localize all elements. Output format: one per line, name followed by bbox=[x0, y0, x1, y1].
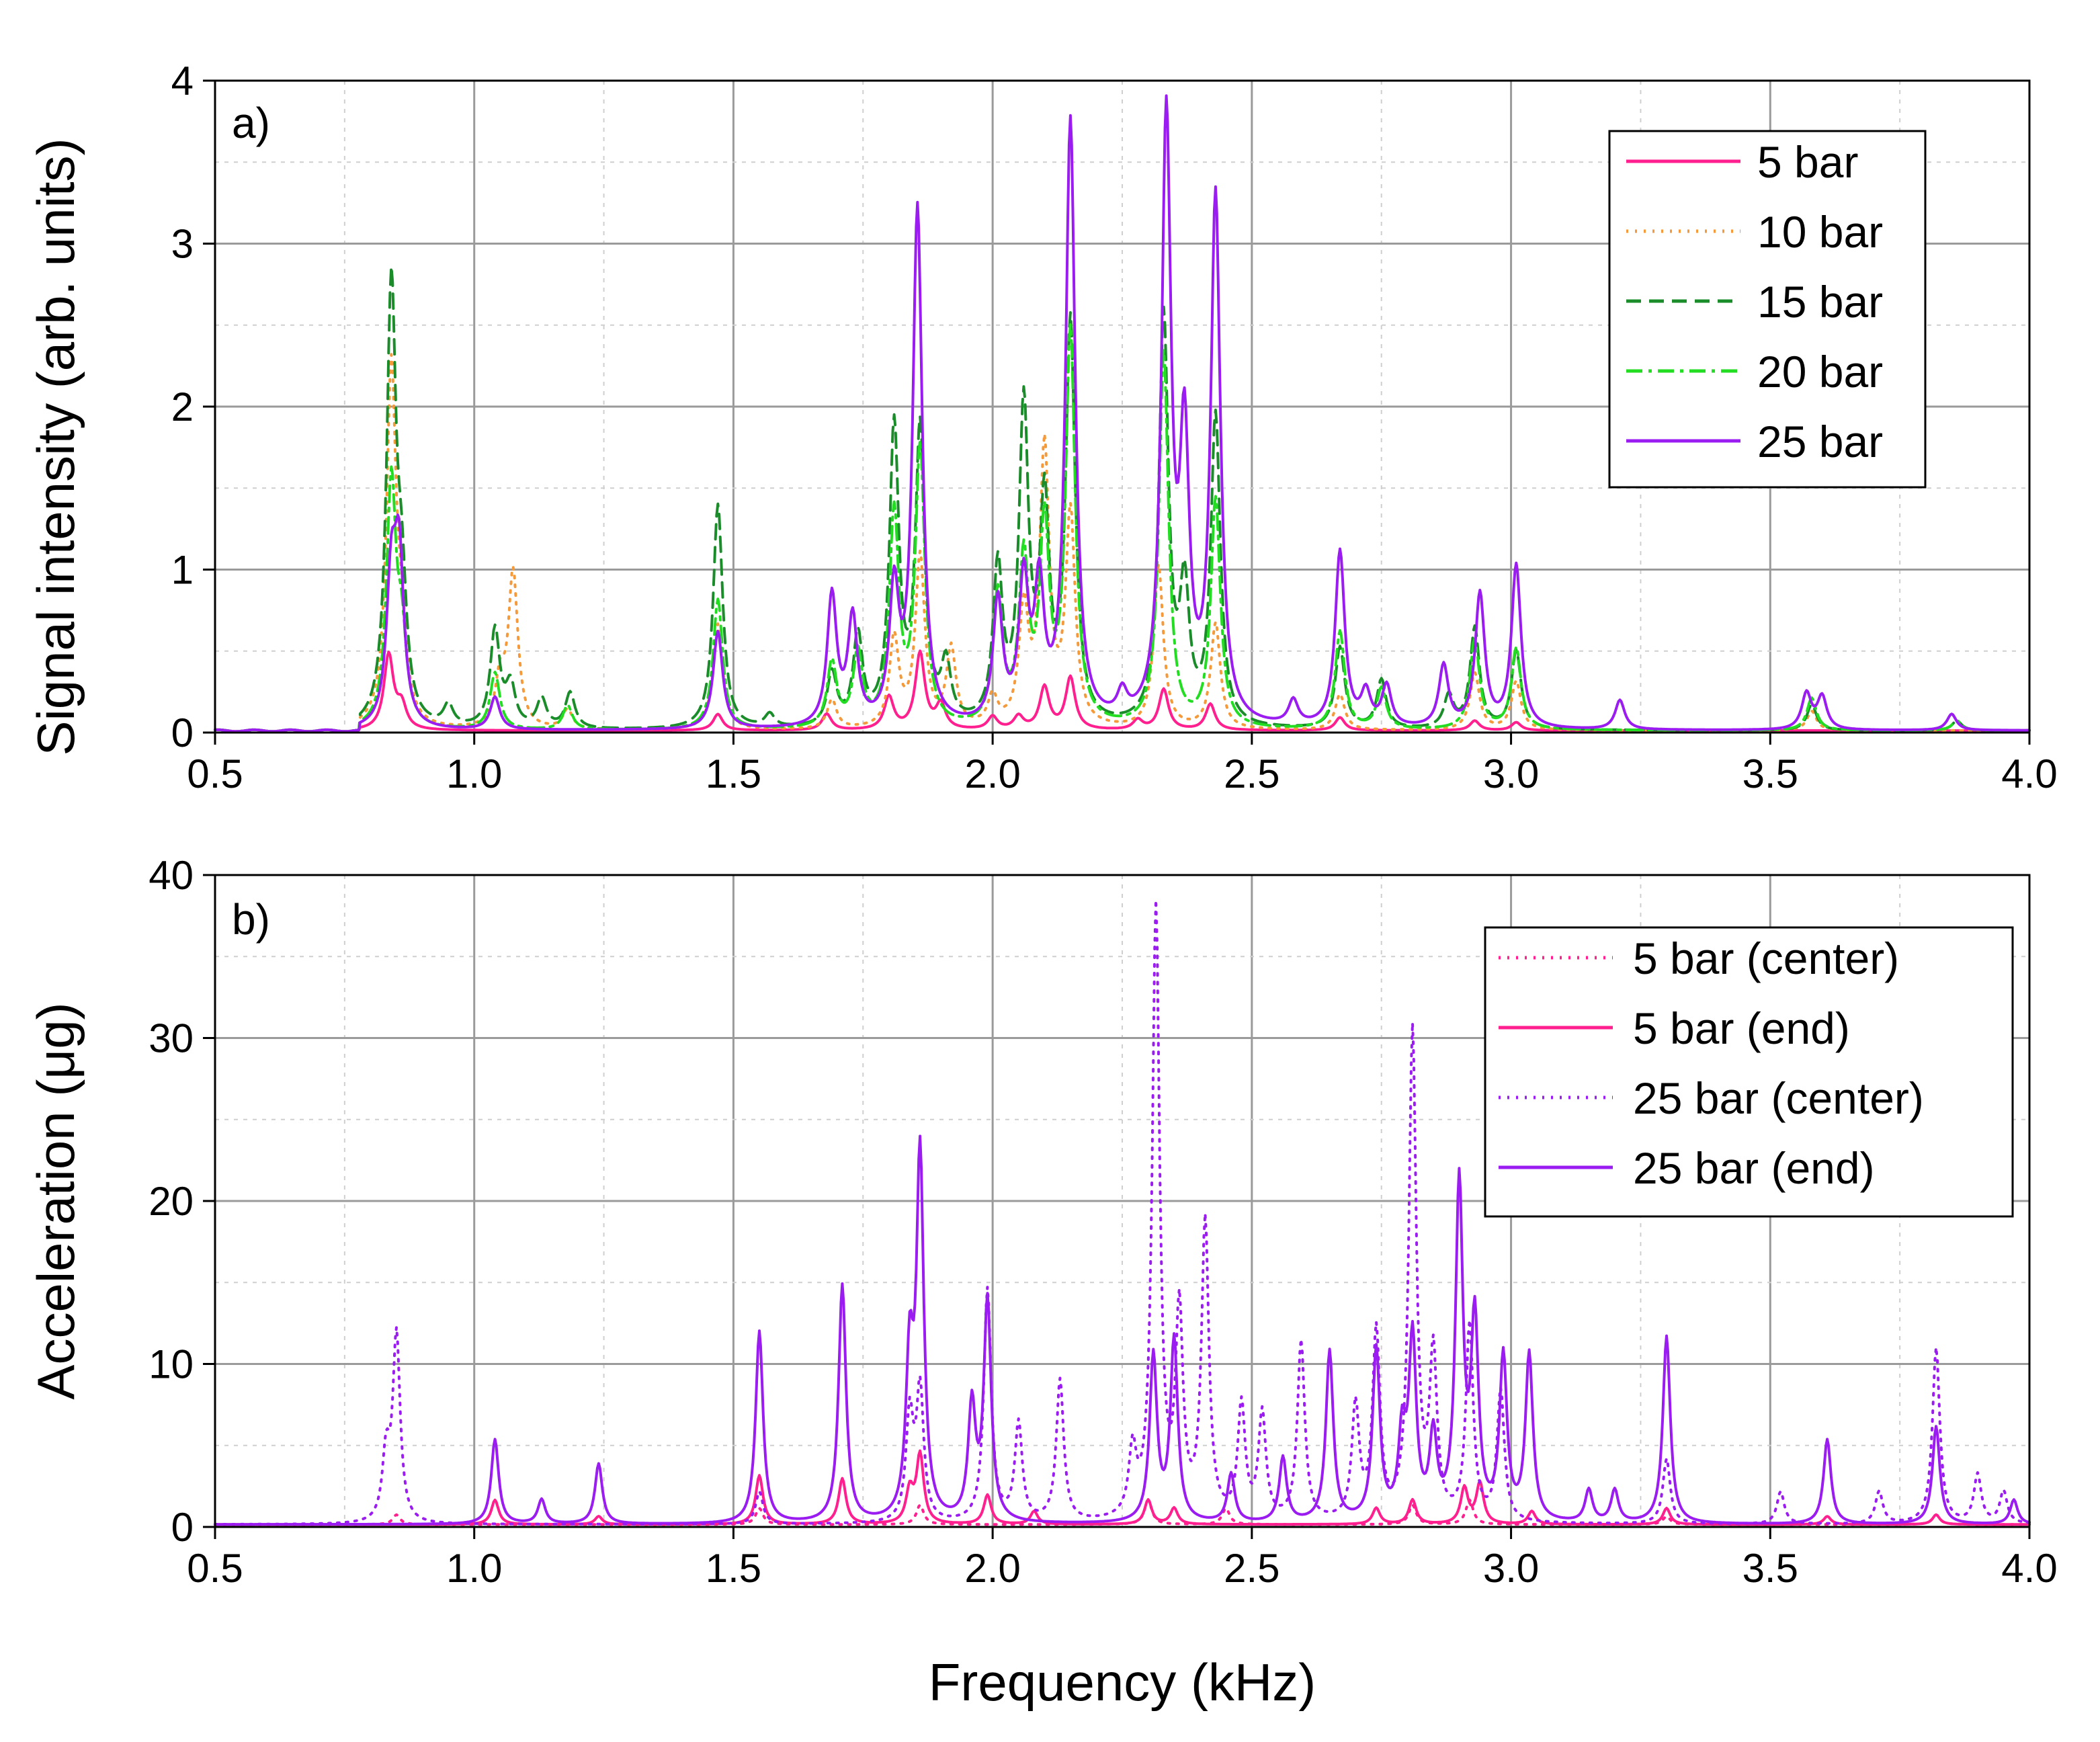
panel-a-ticks bbox=[203, 79, 2031, 745]
y-tick-label: 2 bbox=[171, 384, 194, 429]
x-tick-label: 0.5 bbox=[187, 751, 243, 796]
panel-a-series bbox=[214, 94, 2031, 733]
legend-label: 5 bar (center) bbox=[1633, 934, 1899, 983]
legend-label: 15 bar bbox=[1757, 277, 1883, 327]
panel-b-y-tick-labels: 0 10 20 30 40 bbox=[149, 853, 194, 1550]
x-tick-label: 3.5 bbox=[1742, 751, 1798, 796]
panel-b-legend: 5 bar (center) 5 bar (end) 25 bar (center)… bbox=[1484, 926, 2014, 1218]
y-tick-label: 0 bbox=[171, 710, 194, 755]
x-tick-label: 3.0 bbox=[1483, 1546, 1539, 1591]
x-tick-label: 2.5 bbox=[1224, 1546, 1279, 1591]
y-tick-label: 40 bbox=[149, 853, 194, 898]
panel-a-signal-intensity: 0.5 1.0 1.5 2.0 2.5 3.0 3.5 4.0 0 1 2 3 4 a) Signal… bbox=[26, 58, 2058, 796]
x-tick-label: 1.0 bbox=[446, 1546, 502, 1591]
x-tick-label: 4.0 bbox=[2001, 1546, 2057, 1591]
panel-b-series bbox=[214, 899, 2031, 1526]
x-axis-title: Frequency (kHz) bbox=[929, 1653, 1316, 1712]
series-line-5-bar-end bbox=[214, 1449, 2031, 1526]
legend-label: 25 bar (center) bbox=[1633, 1073, 1924, 1123]
series-line-25-bar-end bbox=[214, 1134, 2031, 1526]
y-tick-label: 10 bbox=[149, 1342, 194, 1387]
legend-label: 5 bar bbox=[1757, 137, 1858, 187]
x-tick-label: 1.5 bbox=[706, 1546, 761, 1591]
x-tick-label: 1.0 bbox=[446, 751, 502, 796]
legend-label: 5 bar (end) bbox=[1633, 1003, 1850, 1053]
x-tick-label: 2.0 bbox=[964, 1546, 1020, 1591]
y-tick-label: 1 bbox=[171, 548, 194, 593]
x-tick-label: 3.0 bbox=[1483, 751, 1539, 796]
panel-b-label: b) bbox=[232, 895, 270, 944]
x-tick-label: 0.5 bbox=[187, 1546, 243, 1591]
x-tick-label: 3.5 bbox=[1742, 1546, 1798, 1591]
panel-b-ticks bbox=[203, 874, 2031, 1539]
y-tick-label: 0 bbox=[171, 1505, 194, 1550]
x-tick-label: 2.5 bbox=[1224, 751, 1279, 796]
legend-label: 20 bar bbox=[1757, 347, 1883, 397]
y-tick-label: 3 bbox=[171, 222, 194, 267]
y-tick-label: 30 bbox=[149, 1016, 194, 1061]
y-tick-label: 20 bbox=[149, 1179, 194, 1224]
x-tick-label: 2.0 bbox=[964, 751, 1020, 796]
panel-b-acceleration: 0.5 1.0 1.5 2.0 2.5 3.0 3.5 4.0 0 10 20 30 40 b) Ac… bbox=[26, 853, 2058, 1591]
series-line-25-bar bbox=[214, 94, 2031, 733]
panel-b-x-tick-labels: 0.5 1.0 1.5 2.0 2.5 3.0 3.5 4.0 bbox=[187, 1546, 2057, 1591]
panel-a-legend-box bbox=[1608, 130, 1927, 489]
panel-b-y-axis-title: Acceleration (μg) bbox=[26, 1002, 85, 1399]
legend-label: 10 bar bbox=[1757, 207, 1883, 257]
x-tick-label: 4.0 bbox=[2001, 751, 2057, 796]
legend-label: 25 bar bbox=[1757, 417, 1883, 466]
legend-label: 25 bar (end) bbox=[1633, 1143, 1875, 1193]
panel-a-x-tick-labels: 0.5 1.0 1.5 2.0 2.5 3.0 3.5 4.0 bbox=[187, 751, 2057, 796]
panel-a-y-tick-labels: 0 1 2 3 4 bbox=[171, 58, 194, 755]
panel-a-label: a) bbox=[232, 99, 270, 147]
panel-a-y-axis-title: Signal intensity (arb. units) bbox=[26, 138, 85, 755]
panel-a-legend: 5 bar 10 bar 15 bar 20 bar 25 bar bbox=[1608, 130, 1927, 489]
y-tick-label: 4 bbox=[171, 58, 194, 103]
x-tick-label: 1.5 bbox=[706, 751, 761, 796]
